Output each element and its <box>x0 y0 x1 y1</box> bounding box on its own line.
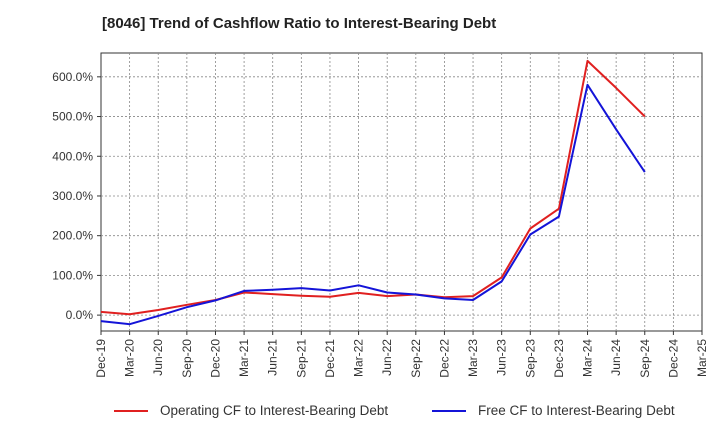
y-tick-label: 300.0% <box>52 189 93 203</box>
plot-area <box>100 52 703 332</box>
legend: Operating CF to Interest-Bearing Debt Fr… <box>0 403 720 427</box>
grid-lines <box>101 53 702 331</box>
x-tick-label: Dec-22 <box>437 339 451 378</box>
y-tick-label: 100.0% <box>52 268 93 282</box>
legend-item-operating-cf: Operating CF to Interest-Bearing Debt <box>114 403 388 418</box>
y-tick-label: 400.0% <box>52 149 93 163</box>
x-tick-label: Mar-25 <box>695 339 709 377</box>
series-line-free-cf <box>100 83 646 326</box>
y-tick-label: 600.0% <box>52 70 93 84</box>
x-tick-label: Mar-23 <box>466 339 480 377</box>
x-tick-label: Sep-21 <box>294 339 308 378</box>
y-tick-label: 200.0% <box>52 229 93 243</box>
x-tick-label: Sep-23 <box>523 339 537 378</box>
x-tick-label: Mar-22 <box>352 339 366 377</box>
legend-item-free-cf: Free CF to Interest-Bearing Debt <box>432 403 675 418</box>
y-axis-ticks: 0.0% 100.0% 200.0% 300.0% 400.0% 500.0% 600.0% <box>52 70 101 322</box>
x-tick-label: Jun-23 <box>495 339 509 376</box>
x-tick-label: Jun-22 <box>380 339 394 376</box>
x-tick-label: Jun-24 <box>609 339 623 376</box>
y-tick-label: 500.0% <box>52 110 93 124</box>
y-tick-label: 0.0% <box>66 308 94 322</box>
x-tick-label: Mar-24 <box>581 339 595 377</box>
series-line-operating-cf <box>100 59 646 316</box>
x-tick-label: Dec-20 <box>208 339 222 378</box>
x-tick-label: Dec-21 <box>323 339 337 378</box>
series-lines <box>100 59 646 326</box>
x-tick-label: Mar-20 <box>123 339 137 377</box>
x-tick-label: Sep-22 <box>409 339 423 378</box>
x-tick-label: Dec-24 <box>666 339 680 378</box>
x-tick-label: Dec-19 <box>94 339 108 378</box>
x-tick-label: Mar-21 <box>237 339 251 377</box>
legend-swatch-operating-cf <box>114 409 148 412</box>
x-tick-label: Sep-24 <box>638 339 652 378</box>
legend-label-free-cf: Free CF to Interest-Bearing Debt <box>478 403 675 418</box>
legend-label-operating-cf: Operating CF to Interest-Bearing Debt <box>160 403 389 418</box>
x-axis-ticks: Dec-19 Mar-20 Jun-20 Sep-20 Dec-20 Mar-21 Jun-… <box>94 331 709 378</box>
x-tick-label: Dec-23 <box>552 339 566 378</box>
x-tick-label: Jun-20 <box>151 339 165 376</box>
x-tick-label: Jun-21 <box>266 339 280 376</box>
legend-swatch-free-cf <box>432 409 466 412</box>
x-tick-label: Sep-20 <box>180 339 194 378</box>
chart-title: [8046] Trend of Cashflow Ratio to Intere… <box>102 15 497 32</box>
